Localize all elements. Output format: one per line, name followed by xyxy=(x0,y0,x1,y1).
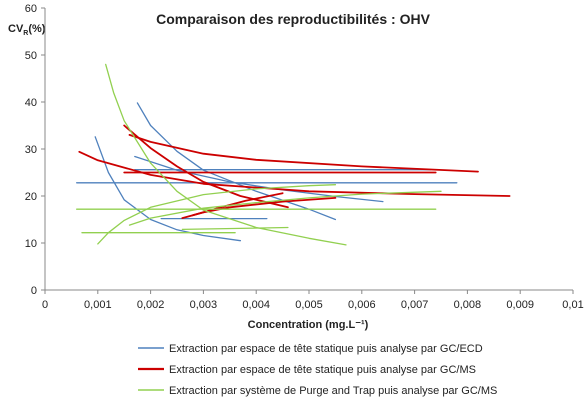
series-line xyxy=(105,63,347,246)
y-tick-label: 50 xyxy=(25,50,37,62)
x-tick-label: 0,01 xyxy=(562,299,583,311)
x-tick-label: 0,002 xyxy=(137,299,165,311)
series-line xyxy=(181,226,289,231)
legend-label: Extraction par espace de tête statique p… xyxy=(169,364,476,376)
x-tick-label: 0,009 xyxy=(506,299,534,311)
y-axis-label-suffix: (%) xyxy=(28,23,45,35)
y-axis-label-main: CV xyxy=(8,23,24,35)
axes-group: 0 10 20 30 40 50 60 0 0,001 0,002 0,003 0,004 0,005 0… xyxy=(25,3,584,311)
series-line xyxy=(123,124,289,209)
x-tick-label: 0 xyxy=(42,299,48,311)
y-tick-label: 60 xyxy=(25,3,37,15)
x-tick-label: 0,006 xyxy=(348,299,376,311)
series-line xyxy=(128,190,442,226)
series-line xyxy=(78,150,511,197)
y-axis-label: CVR(%) xyxy=(8,23,46,37)
series-line xyxy=(97,184,337,245)
x-tick-label: 0,007 xyxy=(401,299,429,311)
legend: Extraction par espace de tête statique p… xyxy=(138,343,497,397)
plot-area xyxy=(76,63,511,246)
legend-label: Extraction par espace de tête statique p… xyxy=(169,343,483,355)
series-line xyxy=(134,155,384,203)
y-axis-label-sub: R xyxy=(23,30,28,37)
y-tick-label: 0 xyxy=(31,285,37,297)
x-tick-label: 0,005 xyxy=(295,299,323,311)
series-3 xyxy=(76,63,442,246)
x-axis-label: Concentration (mg.L⁻¹) xyxy=(248,319,369,331)
x-tick-label: 0,003 xyxy=(190,299,218,311)
legend-label: Extraction par système de Purge and Trap… xyxy=(169,385,497,397)
y-tick-label: 20 xyxy=(25,191,37,203)
x-tick-label: 0,004 xyxy=(242,299,270,311)
x-tick-label: 0,008 xyxy=(454,299,482,311)
x-tick-label: 0,001 xyxy=(84,299,112,311)
series-line xyxy=(136,102,337,221)
y-tick-label: 10 xyxy=(25,238,37,250)
series-line xyxy=(94,136,242,242)
chart-title: Comparaison des reproductibilités : OHV xyxy=(156,11,430,27)
y-tick-label: 40 xyxy=(25,97,37,109)
y-tick-label: 30 xyxy=(25,144,37,156)
series-line xyxy=(128,133,479,173)
